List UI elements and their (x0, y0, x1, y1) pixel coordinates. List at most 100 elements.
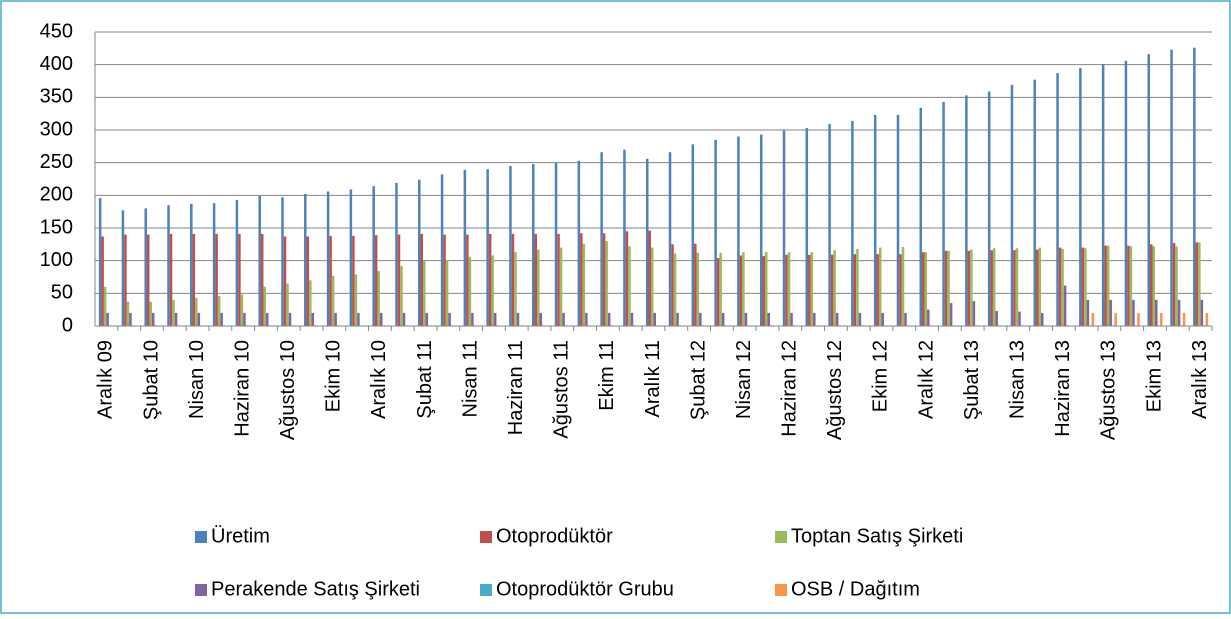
bar (810, 252, 814, 326)
bar (1198, 242, 1201, 326)
bar (759, 134, 763, 326)
bar (833, 250, 836, 326)
x-tick-label: Nisan 13 (1007, 340, 1029, 419)
bar (215, 233, 218, 326)
bar (694, 243, 697, 326)
bar (514, 252, 517, 326)
bar (349, 189, 353, 326)
bar (352, 235, 355, 326)
bar (243, 312, 246, 326)
bar (539, 312, 543, 326)
bar (853, 254, 857, 326)
bar (972, 301, 976, 326)
bar (220, 312, 223, 326)
x-tick-label: Şubat 12 (687, 340, 709, 420)
bar (970, 249, 973, 326)
bar (582, 243, 586, 326)
bar (585, 312, 588, 326)
bar (1041, 312, 1044, 326)
x-tick-label: Haziran 11 (505, 340, 527, 435)
bar (1137, 312, 1140, 326)
bar (737, 136, 740, 326)
bar (258, 195, 261, 326)
legend-swatch (195, 584, 207, 596)
bar (151, 312, 155, 326)
bar (625, 231, 629, 326)
bar (650, 247, 654, 326)
bar (440, 174, 444, 326)
bar (944, 250, 948, 326)
bar (283, 236, 287, 326)
bar (281, 197, 284, 326)
bar (509, 165, 512, 326)
bar (379, 312, 383, 326)
bar (531, 163, 535, 326)
x-tick-label: Ağustos 13 (1098, 340, 1120, 440)
bar (577, 160, 581, 326)
bar (172, 299, 175, 326)
bar (129, 312, 132, 326)
bar (1084, 248, 1087, 326)
bar (1058, 247, 1062, 326)
bar (719, 252, 722, 326)
bar (785, 254, 788, 326)
bar (899, 254, 902, 326)
bar (101, 236, 104, 326)
x-tick-label: Aralık 13 (1189, 340, 1211, 419)
bar (217, 295, 221, 326)
x-tick-label: Ekim 13 (1143, 340, 1165, 412)
bar (858, 312, 862, 326)
bar (580, 233, 583, 326)
bar (881, 312, 884, 326)
bar (443, 234, 446, 326)
bar (808, 254, 811, 326)
bar (1124, 60, 1128, 326)
bar (602, 233, 606, 326)
bar (420, 233, 424, 326)
legend-swatch (195, 531, 207, 543)
bar (400, 265, 403, 326)
bar (511, 233, 515, 326)
bar (1152, 246, 1156, 326)
bar (554, 162, 558, 326)
bar (645, 158, 649, 326)
bar (167, 205, 170, 326)
bar (696, 252, 700, 326)
bar (676, 312, 679, 326)
bar (402, 312, 406, 326)
bar (1018, 311, 1021, 326)
x-tick-label: Nisan 11 (459, 340, 481, 417)
bar (1104, 245, 1107, 326)
bar (1127, 245, 1130, 326)
bar (1205, 312, 1209, 326)
bar (423, 260, 426, 326)
bar (767, 312, 770, 326)
bar (995, 310, 998, 326)
y-tick-label: 300 (40, 118, 73, 140)
bar (448, 312, 451, 326)
bar (990, 250, 993, 326)
bar (488, 233, 492, 326)
x-tick-label: Haziran 10 (231, 340, 253, 437)
bar (146, 234, 150, 326)
bar (235, 199, 239, 326)
bar (721, 312, 725, 326)
bar (830, 254, 834, 326)
bar (1193, 47, 1196, 327)
y-tick-label: 250 (40, 151, 73, 173)
bar (174, 312, 178, 326)
x-tick-label: Nisan 10 (186, 340, 208, 419)
bar (395, 182, 398, 326)
bar (851, 120, 854, 326)
bar (828, 124, 831, 327)
bar (1038, 247, 1042, 326)
bar (169, 233, 173, 326)
bar (1149, 244, 1153, 326)
bar (445, 260, 449, 326)
bar (1114, 312, 1117, 326)
bar (607, 312, 611, 326)
bar (263, 286, 266, 326)
bar (466, 234, 469, 326)
bar (304, 194, 307, 326)
bar (1175, 246, 1178, 326)
